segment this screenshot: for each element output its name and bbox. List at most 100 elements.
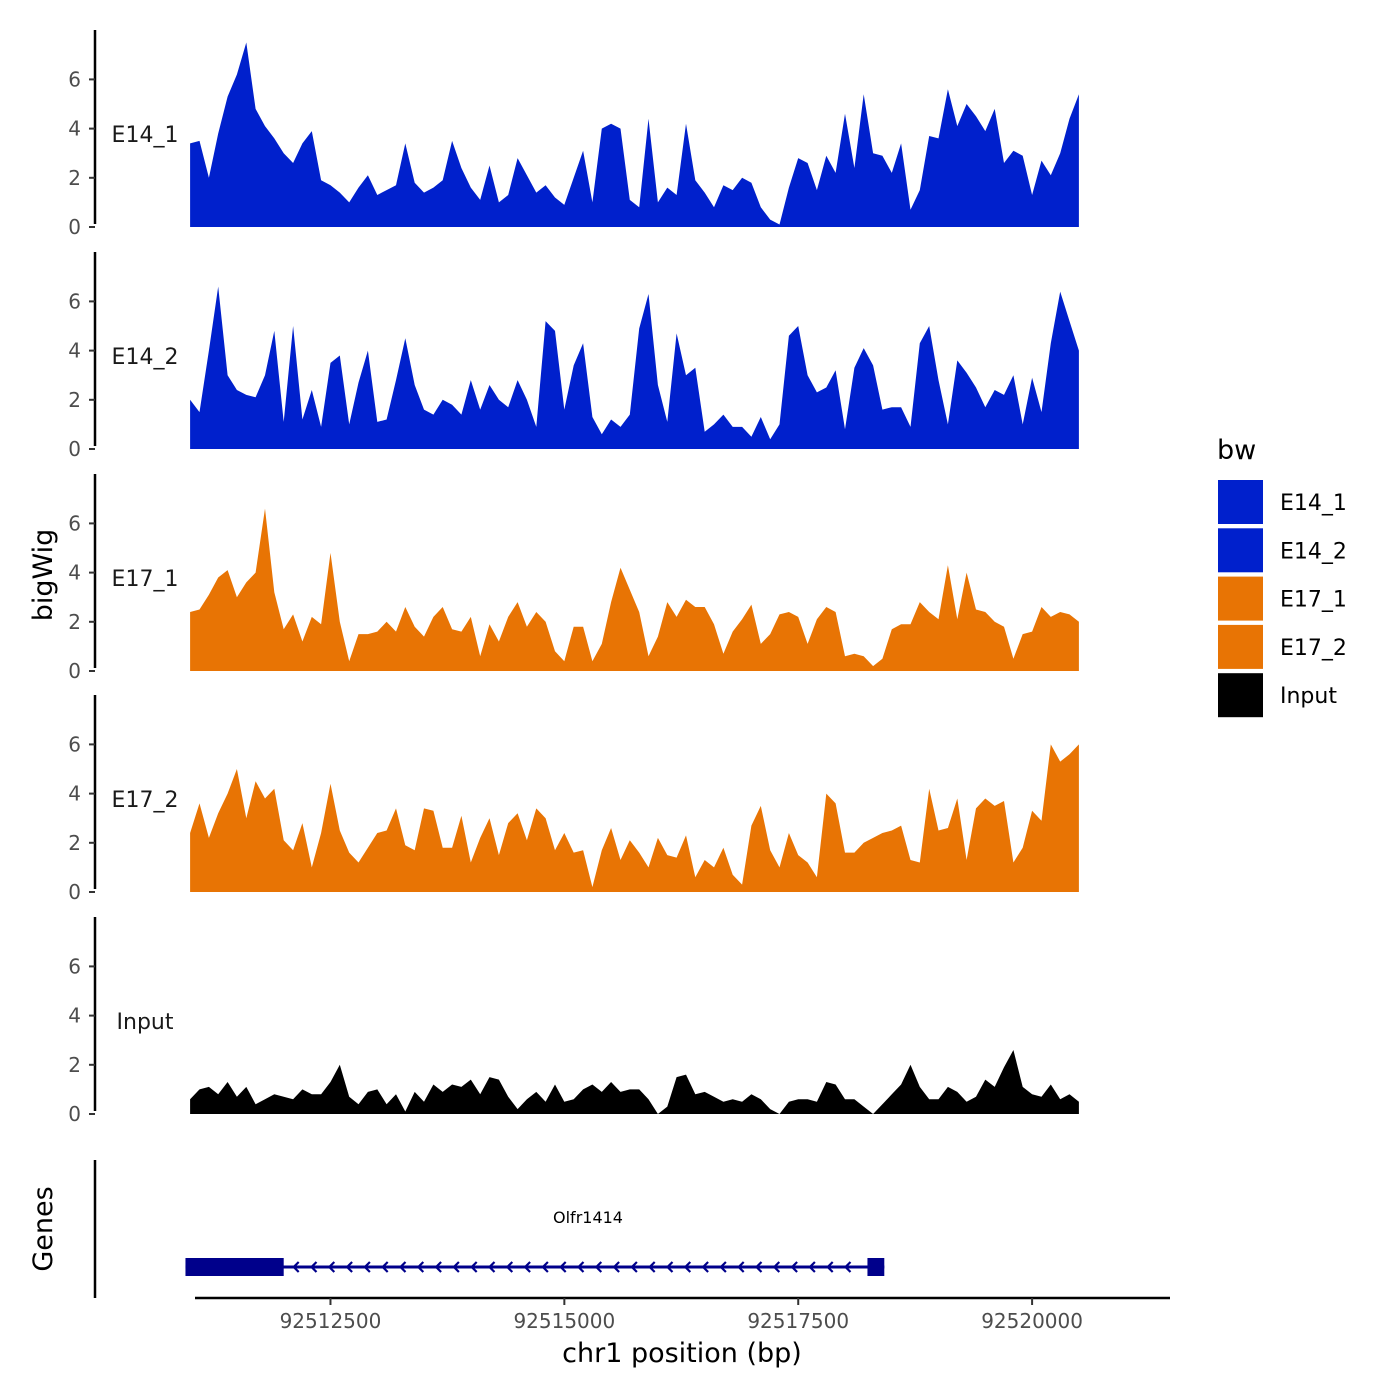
track-E17_1: 0 2 4 6 E17_1 [68, 474, 1079, 683]
y-tick-label: 6 [68, 289, 81, 313]
legend-swatch [1218, 528, 1263, 573]
coverage-area-E17_2 [190, 744, 1079, 892]
legend-swatch [1218, 624, 1263, 669]
legend-label: E14_1 [1280, 491, 1347, 516]
strand-arrow [665, 1261, 674, 1273]
strand-arrow [737, 1261, 745, 1273]
strand-arrow [790, 1261, 798, 1273]
y-tick-label: 2 [68, 166, 81, 190]
legend-label: E17_2 [1280, 636, 1347, 661]
x-axis-ticks: 92512500 92515000 92517500 92520000 [280, 1298, 1083, 1333]
legend-label: E17_1 [1280, 588, 1347, 613]
strand-arrow [309, 1261, 318, 1273]
strand-arrow [826, 1261, 834, 1273]
gene-exon [867, 1258, 885, 1276]
y-tick-label: 2 [68, 831, 81, 855]
strand-arrow [576, 1261, 585, 1273]
y-tick-label: 6 [68, 67, 81, 91]
legend-swatch [1218, 576, 1263, 621]
y-tick-label: 4 [68, 561, 81, 585]
coverage-area-Input [190, 1050, 1079, 1114]
strand-arrow [416, 1261, 425, 1273]
coverage-area-E14_2 [190, 286, 1079, 449]
y-tick-label: 0 [68, 437, 81, 461]
y-axis-title: bigWig [28, 529, 59, 622]
strand-arrow [523, 1261, 531, 1273]
strand-arrow [434, 1261, 442, 1273]
track-label: E14_2 [112, 345, 179, 370]
track-E14_2: 0 2 4 6 E14_2 [68, 252, 1079, 461]
strand-arrow [381, 1261, 389, 1273]
y-tick-label: 4 [68, 1004, 81, 1028]
track-E14_1: 0 2 4 6 E14_1 [68, 30, 1079, 239]
x-tick-label: 92512500 [280, 1309, 382, 1333]
strand-arrow [683, 1261, 692, 1273]
strand-arrow [843, 1261, 852, 1273]
legend-swatch [1218, 480, 1263, 524]
strand-arrow [719, 1261, 727, 1273]
legend-label: E14_2 [1280, 539, 1347, 564]
track-Input: 0 2 4 6 Input [68, 917, 1079, 1126]
coverage-area-E14_1 [190, 42, 1079, 227]
strand-arrow [327, 1261, 336, 1273]
y-tick-label: 6 [68, 954, 81, 978]
strand-arrow [470, 1261, 478, 1273]
strand-arrow [487, 1261, 496, 1273]
strand-arrow [505, 1261, 514, 1273]
y-tick-label: 4 [68, 339, 81, 363]
strand-arrow [630, 1261, 638, 1273]
strand-arrow [612, 1261, 620, 1273]
y-tick-label: 2 [68, 1053, 81, 1077]
gene-exon [185, 1258, 284, 1276]
legend-entry: E14_1 [1218, 480, 1347, 524]
strand-arrow [701, 1261, 709, 1273]
legend-label: Input [1280, 684, 1337, 709]
track-E17_2: 0 2 4 6 E17_2 [68, 695, 1079, 904]
gene-name-label: Olfr1414 [553, 1208, 623, 1227]
strand-arrow [398, 1261, 407, 1273]
strand-arrow [648, 1261, 656, 1273]
legend-entry: E17_1 [1218, 576, 1347, 621]
coverage-area-E17_1 [190, 508, 1079, 671]
strand-arrow [594, 1261, 603, 1273]
legend-entry: E14_2 [1218, 528, 1347, 573]
x-tick-label: 92517500 [747, 1309, 849, 1333]
y-tick-label: 0 [68, 1102, 81, 1126]
strand-arrow [345, 1261, 353, 1273]
y-tick-label: 6 [68, 732, 81, 756]
track-label: E17_1 [112, 567, 179, 592]
legend-title: bw [1217, 435, 1256, 466]
y-tick-label: 0 [68, 880, 81, 904]
gene-track: Genes Olfr1414 [28, 1160, 885, 1298]
legend-entry: Input [1218, 673, 1337, 718]
x-tick-label: 92520000 [981, 1309, 1083, 1333]
x-tick-label: 92515000 [513, 1309, 615, 1333]
gene-model [185, 1258, 885, 1276]
genes-track-title: Genes [28, 1186, 59, 1271]
legend-swatch [1218, 673, 1263, 718]
x-axis-title: chr1 position (bp) [562, 1338, 802, 1369]
strand-arrow [541, 1261, 549, 1273]
legend-entries: E14_1 E14_2 E17_1 E17_2 Input [1218, 480, 1347, 718]
y-tick-label: 4 [68, 782, 81, 806]
y-tick-label: 2 [68, 388, 81, 412]
y-tick-label: 0 [68, 659, 81, 683]
strand-arrow [292, 1261, 300, 1273]
y-tick-label: 0 [68, 215, 81, 239]
coverage-tracks: 0 2 4 6 E14_1 0 2 4 6 E14_2 0 2 4 6 E17_1 0 2 4 6 E17_2 0 2 4 6… [68, 30, 1079, 1126]
strand-arrow [559, 1261, 567, 1273]
strand-arrow [363, 1261, 371, 1273]
legend: bw E14_1 E14_2 E17_1 E17_2 Input [1217, 435, 1347, 718]
track-label: E14_1 [112, 123, 179, 148]
track-label: Input [117, 1010, 174, 1035]
y-tick-label: 2 [68, 610, 81, 634]
track-label: E17_2 [112, 788, 179, 813]
y-tick-label: 6 [68, 511, 81, 535]
legend-entry: E17_2 [1218, 624, 1347, 669]
y-tick-label: 4 [68, 117, 81, 141]
strand-arrow [754, 1261, 763, 1273]
strand-arrow [452, 1261, 460, 1273]
strand-arrow [772, 1261, 781, 1273]
x-axis: 92512500 92515000 92517500 92520000 chr1 po… [195, 1296, 1170, 1369]
